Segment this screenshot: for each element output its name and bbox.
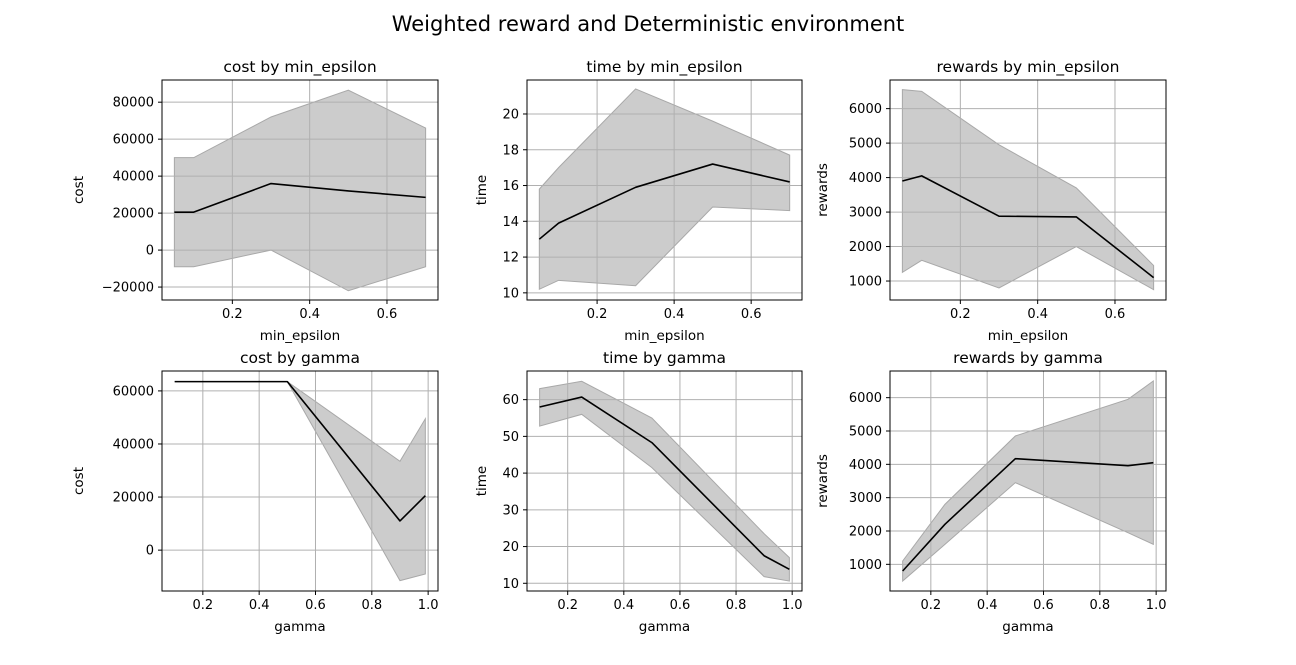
y-tick-label: 30 [502, 503, 519, 518]
y-tick-label: 60000 [113, 133, 154, 148]
subplot-time-gamma: 0.2 0.4 0.6 0.8 1.0 10 20 30 40 50 60 time by gamma… [474, 349, 803, 635]
subplots: 0.2 0.4 0.6−20000020000400006000080000cost… [71, 58, 1167, 635]
x-tick-label: 0.6 [377, 307, 398, 322]
y-tick-label: 0 [146, 544, 154, 559]
y-tick-label: 4000 [849, 171, 882, 186]
y-tick-label: 60000 [113, 384, 154, 399]
y-axis-label: time [474, 466, 490, 497]
confidence-band [901, 89, 1155, 291]
subplot-rewards-gamma: 0.2 0.4 0.6 0.8 1.0 1000 2000 3000 4000 5000 6000 r… [815, 349, 1167, 635]
x-tick-label: 0.6 [670, 598, 691, 613]
y-tick-label: 4000 [849, 458, 882, 473]
axes-frame [526, 370, 803, 592]
y-tick-label: 2000 [849, 525, 882, 540]
x-axis-label: gamma [639, 619, 690, 635]
subplot-title: cost by min_epsilon [223, 58, 376, 77]
x-tick-label: 0.2 [587, 307, 608, 322]
x-tick-label: 0.2 [920, 598, 941, 613]
figure-suptitle: Weighted reward and Deterministic enviro… [392, 12, 905, 36]
axes-frame [161, 79, 439, 301]
x-tick-label: 1.0 [1146, 598, 1167, 613]
x-tick-label: 1.0 [782, 598, 803, 613]
x-axis-label: gamma [274, 619, 325, 635]
y-tick-label: 1000 [849, 275, 882, 290]
y-axis-label: cost [71, 176, 87, 204]
y-tick-label: 12 [502, 251, 519, 266]
axes-frame [526, 79, 803, 301]
y-tick-label: 80000 [113, 96, 154, 111]
y-tick-label: 5000 [849, 137, 882, 152]
x-tick-label: 0.4 [977, 598, 998, 613]
x-axis-label: min_epsilon [260, 328, 340, 344]
x-tick-label: 0.2 [222, 307, 243, 322]
y-tick-label: 20 [502, 540, 519, 555]
x-tick-label: 0.6 [741, 307, 762, 322]
y-tick-label: −20000 [102, 281, 154, 296]
y-tick-label: 20000 [113, 491, 154, 506]
y-axis-label: rewards [815, 454, 831, 508]
x-tick-label: 0.4 [613, 598, 634, 613]
y-tick-label: 40000 [113, 437, 154, 452]
confidence-band [538, 88, 791, 291]
subplot-title: time by gamma [603, 349, 726, 367]
y-tick-label: 20 [502, 107, 519, 122]
y-tick-label: 6000 [849, 391, 882, 406]
y-tick-label: 18 [502, 143, 519, 158]
y-tick-label: 3000 [849, 206, 882, 221]
y-tick-label: 60 [502, 393, 519, 408]
x-tick-label: 0.2 [557, 598, 578, 613]
y-axis-label: time [474, 175, 490, 206]
subplot-title: cost by gamma [240, 349, 360, 367]
y-tick-label: 16 [502, 179, 519, 194]
subplot-title: rewards by gamma [953, 349, 1103, 367]
x-tick-label: 0.8 [361, 598, 382, 613]
x-tick-label: 0.6 [1033, 598, 1054, 613]
y-tick-label: 50 [502, 430, 519, 445]
y-axis-label: cost [71, 467, 87, 495]
x-tick-label: 0.2 [950, 307, 971, 322]
y-tick-label: 1000 [849, 558, 882, 573]
subplot-title: time by min_epsilon [586, 58, 742, 77]
y-tick-label: 40000 [113, 170, 154, 185]
x-tick-label: 0.4 [299, 307, 320, 322]
y-tick-label: 10 [502, 286, 519, 301]
y-tick-label: 14 [502, 215, 519, 230]
axes-frame [161, 370, 439, 592]
x-tick-label: 0.6 [1105, 307, 1126, 322]
axes-frame [889, 370, 1167, 592]
subplot-time-min-epsilon: 0.2 0.4 0.6 10 12 14 16 18 20 time by min_epsilon… [474, 58, 803, 344]
x-tick-label: 0.6 [305, 598, 326, 613]
x-tick-label: 0.4 [664, 307, 685, 322]
x-tick-label: 0.8 [1089, 598, 1110, 613]
y-tick-label: 20000 [113, 207, 154, 222]
y-tick-label: 10 [502, 577, 519, 592]
y-tick-label: 6000 [849, 102, 882, 117]
y-tick-label: 40 [502, 467, 519, 482]
confidence-band [173, 89, 427, 292]
y-tick-label: 2000 [849, 240, 882, 255]
x-tick-label: 0.4 [1027, 307, 1048, 322]
subplot-cost-gamma: 0.2 0.4 0.6 0.8 1.0 0 20000 40000 60000 cost by g… [71, 349, 439, 635]
x-axis-label: min_epsilon [988, 328, 1068, 344]
y-tick-label: 3000 [849, 491, 882, 506]
subplot-cost-min-epsilon: 0.2 0.4 0.6 −20000 0 20000 40000 60000 80000 cost… [71, 58, 439, 344]
x-axis-label: min_epsilon [624, 328, 704, 344]
x-tick-label: 0.8 [726, 598, 747, 613]
x-tick-label: 0.2 [192, 598, 213, 613]
x-tick-label: 1.0 [418, 598, 439, 613]
y-axis-label: rewards [815, 163, 831, 217]
y-tick-label: 0 [146, 244, 154, 259]
y-tick-label: 5000 [849, 425, 882, 440]
x-axis-label: gamma [1002, 619, 1053, 635]
axes-frame [889, 79, 1167, 301]
x-tick-label: 0.4 [249, 598, 270, 613]
subplot-rewards-min-epsilon: 0.2 0.4 0.6 1000 2000 3000 4000 5000 6000 rewards… [815, 58, 1167, 344]
subplot-title: rewards by min_epsilon [937, 58, 1120, 77]
